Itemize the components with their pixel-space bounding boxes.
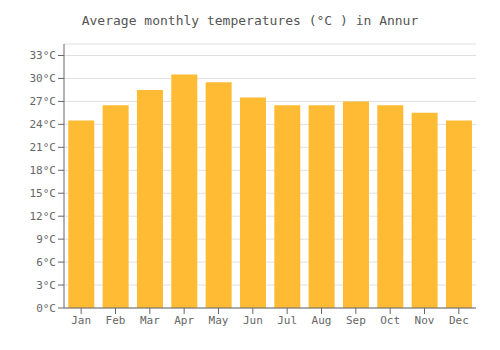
svg-text:Nov: Nov — [415, 314, 435, 327]
svg-text:Mar: Mar — [140, 314, 160, 327]
svg-text:18°C: 18°C — [30, 164, 57, 177]
svg-text:Feb: Feb — [106, 314, 126, 327]
svg-text:24°C: 24°C — [30, 118, 57, 131]
html-text:Average monthly temperatures (: Average monthly temperatures (°C ) in An… — [81, 13, 419, 28]
svg-text:Jun: Jun — [243, 314, 263, 327]
svg-text:Dec: Dec — [449, 314, 469, 327]
svg-text:Oct: Oct — [380, 314, 400, 327]
svg-text:Jul: Jul — [277, 314, 297, 327]
svg-text:0°C: 0°C — [36, 302, 56, 315]
svg-text:12°C: 12°C — [30, 210, 57, 223]
svg-text:9°C: 9°C — [36, 233, 56, 246]
svg-text:May: May — [209, 314, 229, 327]
svg-text:Jan: Jan — [71, 314, 91, 327]
svg-text:30°C: 30°C — [30, 72, 57, 85]
svg-text:Aug: Aug — [312, 314, 332, 327]
svg-text:6°C: 6°C — [36, 256, 56, 269]
svg-text:15°C: 15°C — [30, 187, 57, 200]
svg-text:3°C: 3°C — [36, 279, 56, 292]
svg-text:33°C: 33°C — [30, 49, 57, 62]
svg-text:Apr: Apr — [174, 314, 194, 327]
svg-text:21°C: 21°C — [30, 141, 57, 154]
svg-text:27°C: 27°C — [30, 95, 57, 108]
svg-text:Sep: Sep — [346, 314, 366, 327]
